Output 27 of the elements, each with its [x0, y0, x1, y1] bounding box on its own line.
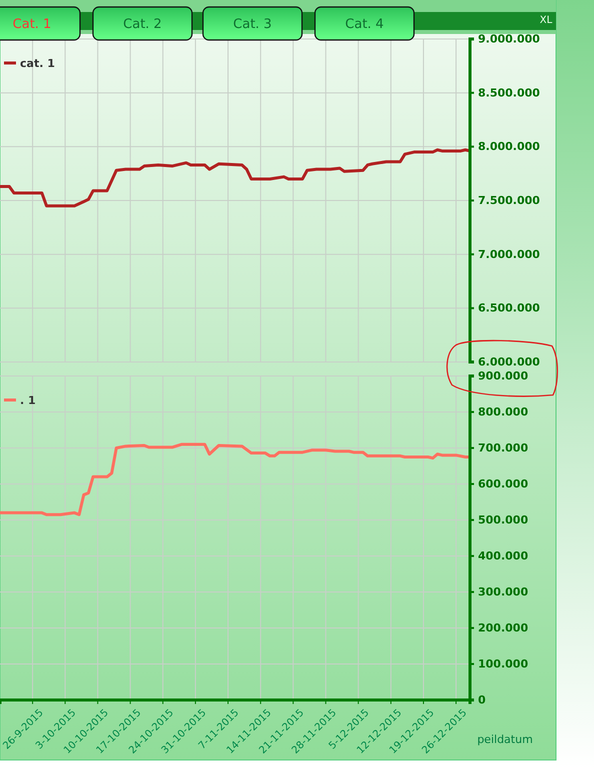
y-tick-label: 100.000	[478, 658, 528, 671]
y-tick-label: 200.000	[478, 622, 528, 635]
y-tick-label: 700.000	[478, 442, 528, 455]
text: Cat. 1	[12, 17, 52, 32]
legend-label: . 1	[20, 394, 36, 407]
y-tick-label: 800.000	[478, 406, 528, 419]
y-tick-label: 9.000.000	[478, 32, 540, 46]
y-tick-label: 500.000	[478, 514, 528, 527]
x-axis-title: peildatum	[477, 733, 533, 746]
y-tick-label: 8.000.000	[478, 140, 540, 154]
text: Cat. 3	[233, 17, 272, 32]
line-series	[0, 442, 472, 516]
y-tick-label: 300.000	[478, 586, 528, 599]
y-tick-label: 400.000	[478, 550, 528, 563]
text: XL	[540, 15, 553, 26]
y-tick-label: 6.500.000	[478, 302, 540, 315]
y-tick-label: 7.000.000	[478, 248, 540, 261]
line-series	[0, 148, 472, 208]
y-tick-label: 0	[478, 694, 486, 707]
text: Cat. 4	[345, 17, 384, 32]
y-tick-label: 8.500.000	[478, 86, 540, 100]
y-tick-label: 6.000.000	[478, 356, 540, 369]
y-tick-label: 7.500.000	[478, 194, 540, 208]
y-tick-label: 900.000	[478, 370, 528, 383]
text: Cat. 2	[123, 17, 162, 32]
y-tick-label: 600.000	[478, 478, 528, 491]
legend-label: cat. 1	[20, 57, 55, 70]
